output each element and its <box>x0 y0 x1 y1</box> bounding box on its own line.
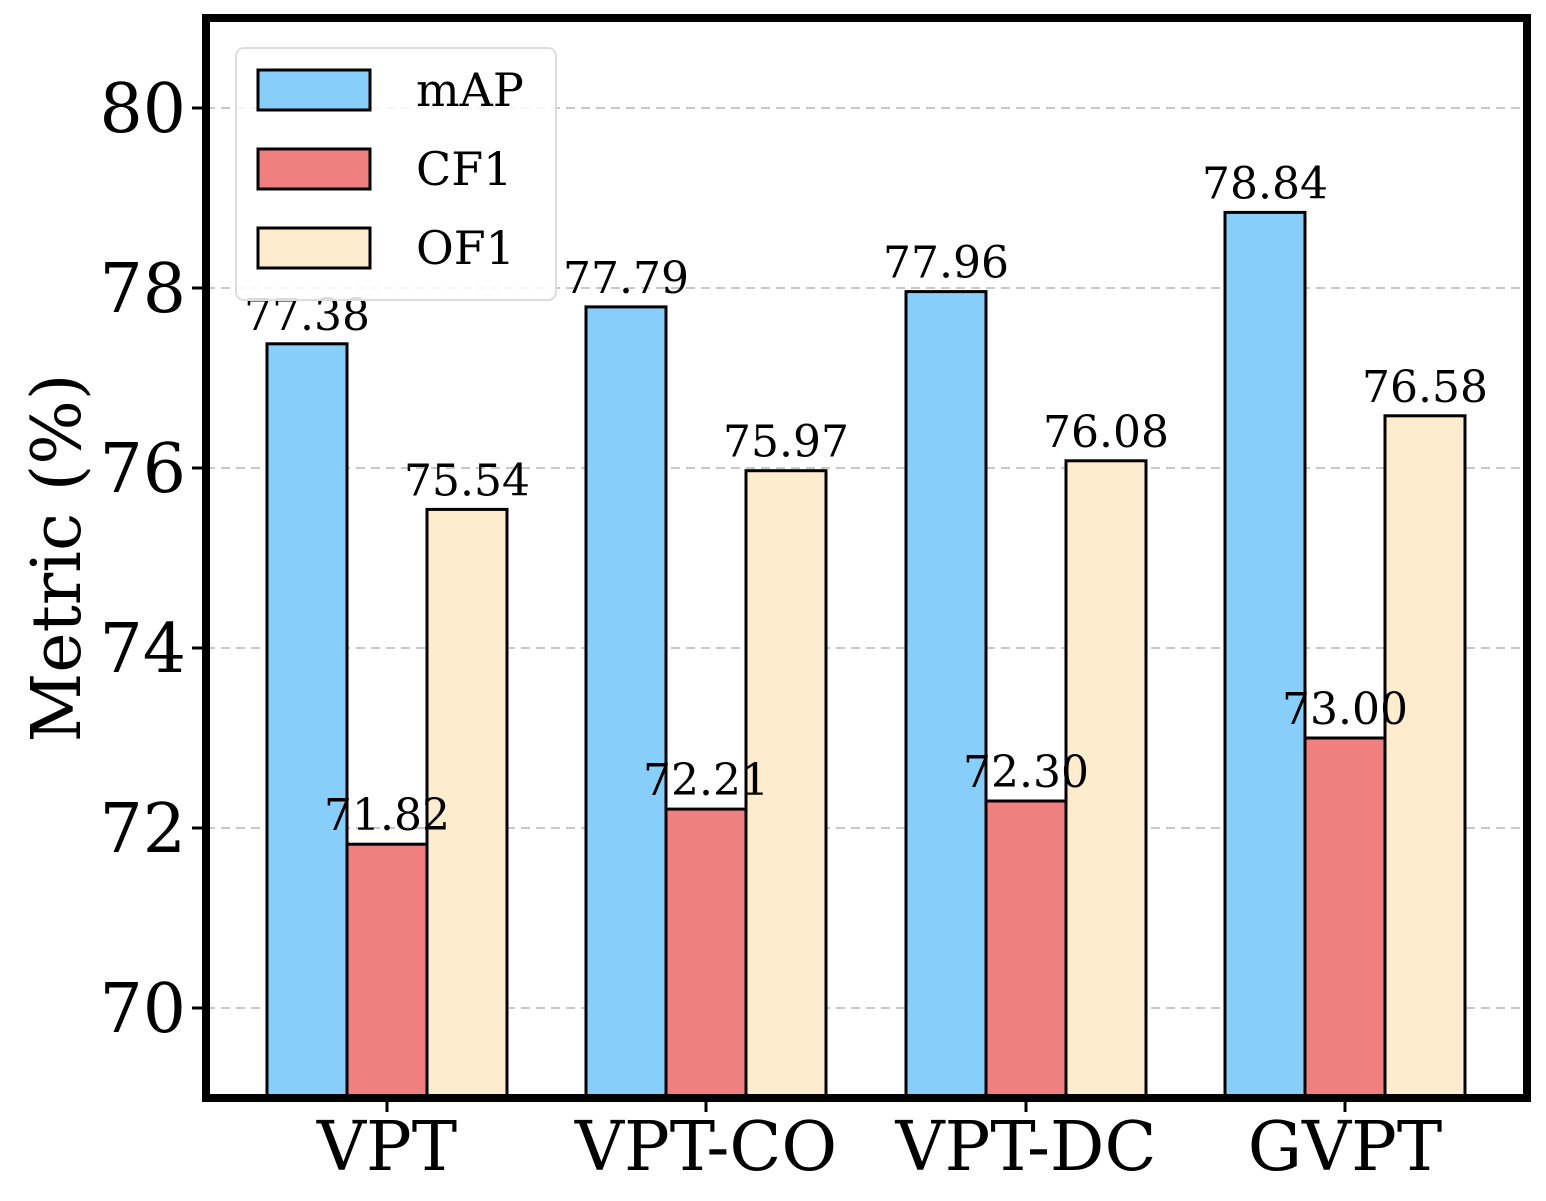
y-axis-label: Metric (%) <box>18 374 97 743</box>
y-tick-label: 80 <box>99 70 186 149</box>
legend-swatch-of1 <box>256 226 372 270</box>
legend-label-map: mAP <box>416 63 524 117</box>
y-tick-label: 78 <box>99 250 186 329</box>
bar-of1 <box>1383 414 1467 1100</box>
data-label: 75.54 <box>404 455 530 506</box>
y-tick-label: 76 <box>99 430 186 509</box>
data-label: 73.00 <box>1282 684 1408 735</box>
bar-cf1 <box>345 842 429 1100</box>
bar-of1 <box>1064 459 1148 1100</box>
data-label: 71.82 <box>324 790 450 841</box>
y-tick-label: 74 <box>99 610 186 689</box>
data-label: 72.21 <box>643 755 769 806</box>
legend-swatch-cf1 <box>256 147 372 191</box>
x-tick-label: VPT <box>316 1108 457 1187</box>
axes: 70 72 74 76 78 80 VPT VPT-CO VPT-DC GVPT <box>99 70 1442 1187</box>
data-label: 76.58 <box>1362 362 1488 413</box>
bar-map <box>584 305 668 1100</box>
bar-map <box>1223 210 1307 1100</box>
x-tick-label: VPT-DC <box>895 1108 1157 1187</box>
legend-label-cf1: CF1 <box>416 142 512 196</box>
y-tick-label: 70 <box>99 970 186 1049</box>
bar-cf1 <box>1303 736 1387 1100</box>
value-labels: 77.3871.8275.5477.7972.2175.9777.9672.30… <box>244 158 1488 841</box>
bars <box>265 210 1467 1100</box>
data-label: 72.30 <box>963 747 1089 798</box>
data-label: 75.97 <box>723 417 849 468</box>
data-label: 77.96 <box>883 238 1009 289</box>
data-label: 77.79 <box>563 253 689 304</box>
bar-cf1 <box>984 799 1068 1100</box>
legend-swatch-map <box>256 68 372 112</box>
bar-map <box>904 290 988 1100</box>
y-tick-label: 72 <box>99 790 186 869</box>
bar-cf1 <box>664 807 748 1100</box>
data-label: 78.84 <box>1202 158 1328 209</box>
data-label: 76.08 <box>1043 407 1169 458</box>
bar-of1 <box>425 507 509 1100</box>
bar-map <box>265 342 349 1100</box>
legend-label-of1: OF1 <box>416 221 515 275</box>
plot-frame <box>202 14 1531 1102</box>
x-tick-label: GVPT <box>1248 1108 1443 1187</box>
x-tick-label: VPT-CO <box>574 1108 837 1187</box>
legend: mAP CF1 OF1 <box>235 47 557 301</box>
